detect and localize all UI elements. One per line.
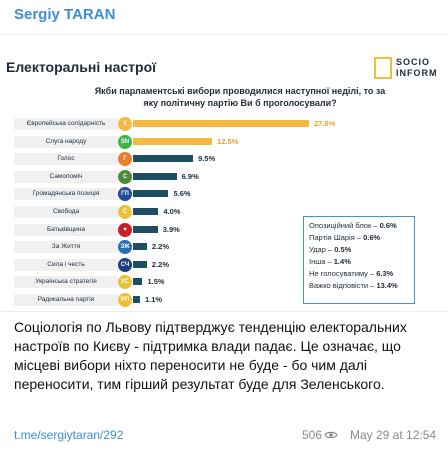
party-label: За Життя (14, 241, 118, 254)
other-party-line: Партія Шарія – 0.6% (309, 232, 409, 244)
other-party-value: 1.4% (333, 257, 351, 266)
bar-value-label: 2.2% (151, 259, 170, 269)
others-legend-box: Опозиційний блок – 0.6% Партія Шарія – 0.… (303, 216, 415, 304)
bar-row: За Життя ЗЖ 2.2% (0, 240, 448, 255)
bar (133, 137, 213, 145)
bar-value-label: 1.1% (144, 295, 163, 304)
view-count: 506 (302, 428, 323, 442)
survey-question: Якби парламентські вибори проводилися на… (94, 86, 386, 108)
other-party-value: 0.6% (379, 221, 397, 230)
bar (133, 155, 194, 163)
other-party-value: 13.4% (376, 281, 398, 290)
eye-icon (324, 431, 338, 439)
party-logo-icon: ЗЖ (118, 240, 132, 255)
infographic-title: Електоральні настрої (6, 59, 157, 75)
other-party-value: 6.3% (376, 269, 394, 278)
party-logo-icon: ♥ (118, 222, 132, 237)
bar-row: Самопоміч С 6.9% (0, 169, 448, 184)
other-party-label: Партія Шарія – (309, 233, 364, 242)
bar-row: Радикальна партія РП 1.1% (0, 293, 448, 307)
party-label: Європейська солідарність (14, 118, 118, 130)
bar (133, 278, 143, 286)
bar-value-label: 12.5% (217, 136, 239, 146)
bar-value-label: 4.0% (163, 207, 181, 216)
other-party-line: Удар – 0.5% (309, 244, 409, 256)
other-party-label: Опозиційний блок – (309, 221, 380, 230)
bar (133, 172, 177, 180)
post-footer: t.me/sergiytaran/292 506 May 29 at 12:54 (14, 428, 438, 446)
party-label: Українська стратегія (14, 276, 118, 289)
bar (133, 225, 158, 233)
bar-row: Українська стратегія УС 1.5% (0, 275, 448, 290)
bar (133, 296, 140, 303)
bar-value-label: 3.9% (162, 224, 180, 234)
party-logo-icon: УС (118, 275, 132, 290)
bar-row: Батьківщина ♥ 3.9% (0, 222, 448, 237)
bar (133, 190, 169, 198)
party-logo-icon: SN (118, 134, 132, 149)
post-message: Соціологія по Львову підтверджує тенденц… (14, 319, 407, 392)
party-label: Сила і честь (14, 258, 118, 271)
bar-row: Європейська солідарність €27.8% (0, 117, 448, 131)
other-party-value: 0.6% (363, 233, 381, 242)
other-party-line: Не голосуватиму – 6.3% (309, 268, 409, 280)
bar-value-label: 2.2% (151, 242, 170, 252)
socio-inform-logo: SOCIO INFORM (374, 55, 437, 81)
bar (133, 208, 159, 215)
party-label: Свобода (14, 206, 118, 218)
bar (133, 260, 147, 268)
other-party-label: Інша – (309, 257, 334, 266)
other-party-label: Удар – (309, 245, 335, 254)
party-label: Громадянська позиція (14, 188, 118, 201)
bar-value-label: 5.6% (173, 189, 191, 199)
bar-value-label: 6.9% (181, 171, 199, 181)
bar-row: Голос Г 9.5% (0, 152, 448, 167)
party-logo-icon: С (118, 169, 132, 184)
other-party-line: Інша – 1.4% (309, 256, 409, 268)
logo-text-2: INFORM (396, 68, 438, 78)
bar-row: Слуга народу SN 12.5% (0, 134, 448, 149)
party-label: Радикальна партія (14, 294, 118, 306)
party-logo-icon: Г (118, 152, 132, 167)
other-party-line: Опозиційний блок – 0.6% (309, 220, 409, 232)
party-label: Голос (14, 153, 118, 166)
party-logo-icon: РП (118, 293, 132, 307)
party-logo-icon: С (118, 205, 132, 219)
party-label: Батьківщина (14, 223, 118, 236)
infographic-image[interactable]: Електоральні настрої SOCIO INFORM Якби п… (0, 34, 448, 312)
channel-author[interactable]: Sergiy TARAN (14, 6, 116, 23)
party-label: Самопоміч (14, 170, 118, 183)
other-party-label: Не голосуватиму – (309, 269, 377, 278)
logo-square-icon (374, 57, 392, 79)
bar-value-label: 1.5% (147, 277, 165, 287)
logo-text-1: SOCIO (396, 57, 431, 67)
party-label: Слуга народу (14, 135, 118, 148)
bar-value-label: 27.8% (314, 119, 336, 128)
other-party-label: Важко відповісти – (309, 281, 377, 290)
bar-row: Свобода С 4.0% (0, 205, 448, 219)
other-party-value: 0.5% (334, 245, 352, 254)
party-logo-icon: ГП (118, 187, 132, 202)
post-date: May 29 at 12:54 (350, 428, 437, 442)
post-link[interactable]: t.me/sergiytaran/292 (14, 428, 124, 442)
bar-value-label: 9.5% (198, 154, 216, 164)
bar (133, 243, 147, 251)
bar (133, 120, 309, 127)
bar-row: Сила і честь СЧ 2.2% (0, 257, 448, 272)
party-logo-icon: € (118, 117, 132, 131)
bar-row: Громадянська позиція ГП 5.6% (0, 187, 448, 202)
party-logo-icon: СЧ (118, 257, 132, 272)
other-party-line: Важко відповісти – 13.4% (309, 280, 409, 292)
